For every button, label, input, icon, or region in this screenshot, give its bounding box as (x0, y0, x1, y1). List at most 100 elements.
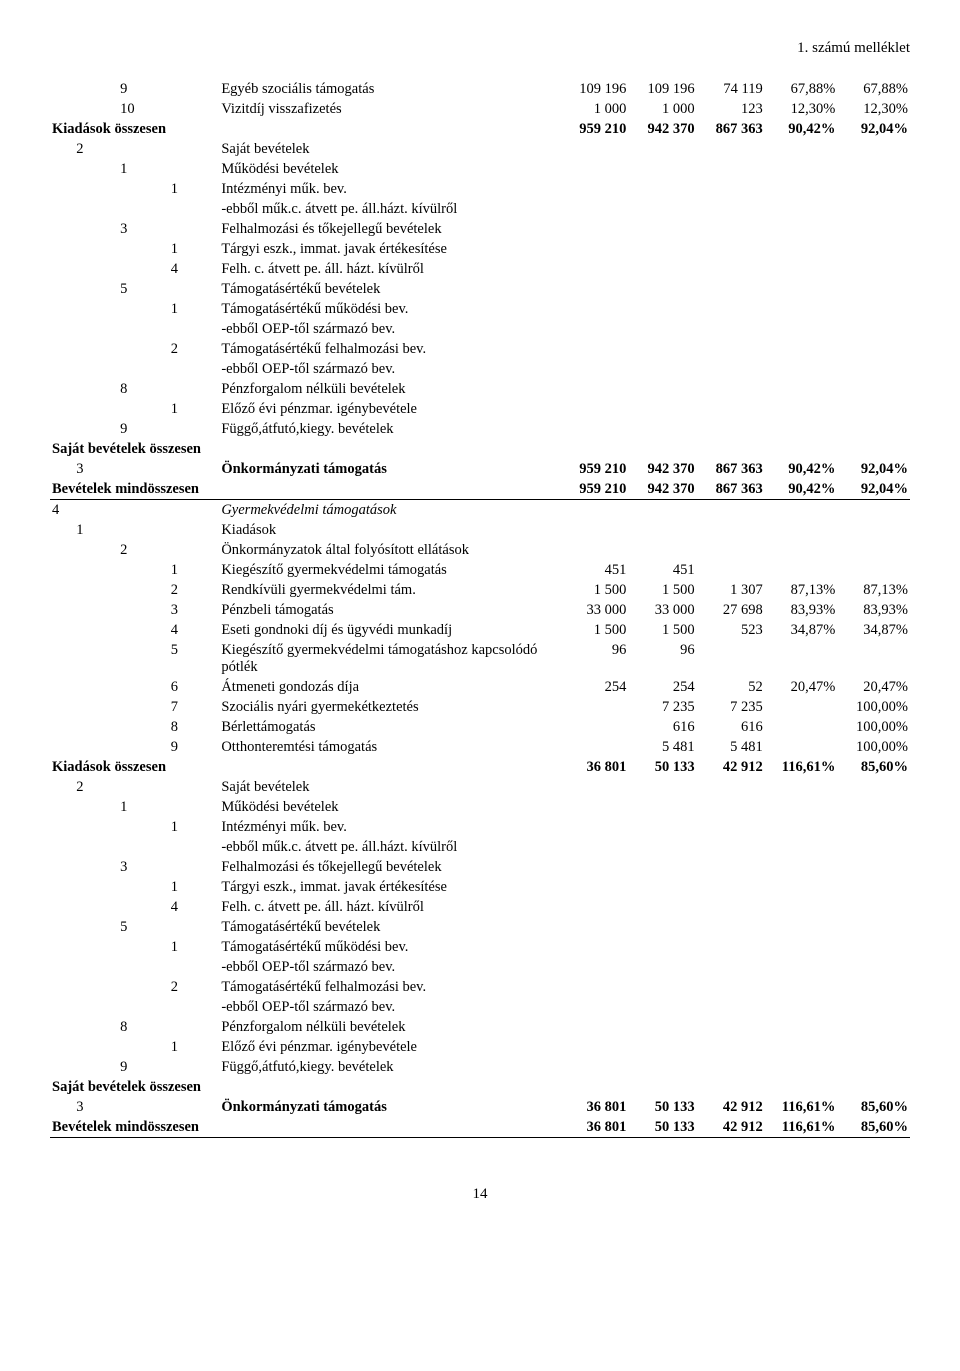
value-cell: 92,04% (837, 119, 910, 139)
value-cell (837, 877, 910, 897)
table-row: 1Kiadások (50, 520, 910, 540)
indent-col: 1 (169, 560, 220, 580)
value-cell: 959 210 (560, 119, 628, 139)
value-cell (697, 997, 765, 1017)
indent-col (50, 877, 74, 897)
table-row: Bevételek mindösszesen959 210942 370867 … (50, 479, 910, 500)
value-cell (560, 159, 628, 179)
value-cell (628, 359, 696, 379)
indent-col: 4 (169, 620, 220, 640)
value-cell (837, 560, 910, 580)
value-cell (697, 359, 765, 379)
indent-col: 9 (169, 737, 220, 757)
value-cell (560, 540, 628, 560)
value-cell: 959 210 (560, 459, 628, 479)
value-cell: 83,93% (765, 600, 838, 620)
value-cell (837, 857, 910, 877)
value-cell: 254 (628, 677, 696, 697)
indent-col (169, 159, 220, 179)
indent-col (169, 419, 220, 439)
indent-col: 9 (118, 79, 169, 99)
value-cell (628, 379, 696, 399)
indent-col (74, 917, 118, 937)
indent-col (74, 897, 118, 917)
value-cell (628, 219, 696, 239)
value-cell (628, 917, 696, 937)
table-row: 10Vizitdíj visszafizetés1 0001 00012312,… (50, 99, 910, 119)
value-cell: 50 133 (628, 757, 696, 777)
indent-col (118, 319, 169, 339)
indent-col (118, 640, 169, 677)
value-cell (765, 439, 838, 459)
row-label: Saját bevételek (219, 139, 560, 159)
value-cell (697, 897, 765, 917)
table-row: 5Támogatásértékű bevételek (50, 917, 910, 937)
table-row: 8Pénzforgalom nélküli bevételek (50, 379, 910, 399)
row-label: Pénzforgalom nélküli bevételek (219, 1017, 560, 1037)
value-cell (837, 159, 910, 179)
row-label: Felh. c. átvett pe. áll. házt. kívülről (219, 897, 560, 917)
row-label: Kiegészítő gyermekvédelmi támogatás (219, 560, 560, 580)
indent-col (50, 1057, 74, 1077)
indent-col (50, 977, 74, 997)
value-cell (765, 239, 838, 259)
indent-col: 4 (169, 259, 220, 279)
value-cell (837, 540, 910, 560)
indent-col (74, 600, 118, 620)
indent-col (50, 319, 74, 339)
value-cell (697, 239, 765, 259)
table-row: 2Önkormányzatok által folyósított ellátá… (50, 540, 910, 560)
value-cell: 83,93% (837, 600, 910, 620)
table-row: 1Működési bevételek (50, 797, 910, 817)
value-cell (837, 520, 910, 540)
value-cell (765, 817, 838, 837)
indent-col (118, 459, 169, 479)
value-cell: 96 (628, 640, 696, 677)
indent-col: 10 (118, 99, 169, 119)
indent-col (118, 500, 169, 521)
value-cell: 451 (628, 560, 696, 580)
value-cell (765, 697, 838, 717)
value-cell: 90,42% (765, 119, 838, 139)
value-cell (837, 977, 910, 997)
value-cell: 85,60% (837, 1117, 910, 1138)
row-label: Függő,átfutó,kiegy. bevételek (219, 1057, 560, 1077)
table-row: 1Tárgyi eszk., immat. javak értékesítése (50, 877, 910, 897)
value-cell: 67,88% (837, 79, 910, 99)
indent-col: 2 (169, 339, 220, 359)
value-cell (837, 379, 910, 399)
value-cell (837, 640, 910, 677)
value-cell (765, 957, 838, 977)
value-cell: 116,61% (765, 1117, 838, 1138)
row-label: Felhalmozási és tőkejellegű bevételek (219, 857, 560, 877)
value-cell (765, 339, 838, 359)
indent-col (118, 877, 169, 897)
indent-col: 1 (169, 299, 220, 319)
value-cell (628, 977, 696, 997)
value-cell (628, 957, 696, 977)
indent-col (118, 1037, 169, 1057)
row-label: Önkormányzatok által folyósított ellátás… (219, 540, 560, 560)
value-cell: 616 (628, 717, 696, 737)
indent-col (74, 419, 118, 439)
value-cell: 90,42% (765, 459, 838, 479)
value-cell: 523 (697, 620, 765, 640)
value-cell: 42 912 (697, 1097, 765, 1117)
value-cell (765, 159, 838, 179)
table-row: 4Felh. c. átvett pe. áll. házt. kívülről (50, 259, 910, 279)
row-label: Intézményi műk. bev. (219, 817, 560, 837)
value-cell (560, 179, 628, 199)
value-cell (628, 279, 696, 299)
row-label: Önkormányzati támogatás (219, 459, 560, 479)
indent-col: 1 (118, 159, 169, 179)
value-cell (837, 777, 910, 797)
value-cell (765, 797, 838, 817)
row-label: Működési bevételek (219, 159, 560, 179)
value-cell (560, 399, 628, 419)
indent-col (50, 259, 74, 279)
value-cell (697, 877, 765, 897)
value-cell: 42 912 (697, 1117, 765, 1138)
value-cell (837, 997, 910, 1017)
value-cell (697, 1077, 765, 1097)
table-row: -ebből OEP-től származó bev. (50, 957, 910, 977)
